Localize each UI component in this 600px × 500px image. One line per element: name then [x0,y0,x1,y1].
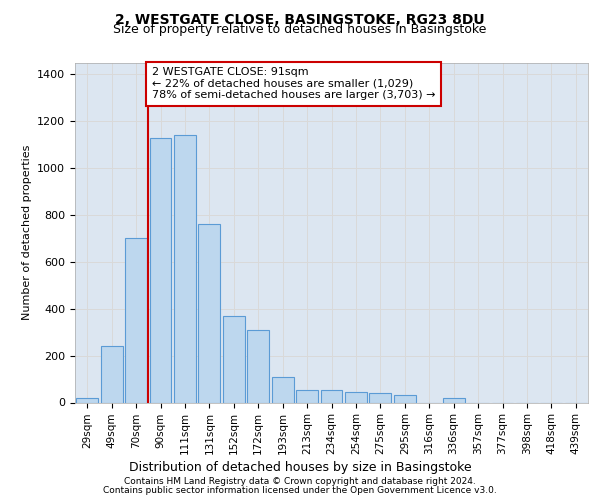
Bar [125,238,147,402]
Bar [370,393,391,402]
Bar [443,398,464,402]
Y-axis label: Number of detached properties: Number of detached properties [22,145,32,320]
Text: Contains HM Land Registry data © Crown copyright and database right 2024.: Contains HM Land Registry data © Crown c… [124,477,476,486]
Bar [199,224,220,402]
Bar [272,376,293,402]
Bar [394,396,416,402]
Bar [345,392,367,402]
Bar [296,390,318,402]
Bar [149,138,172,402]
Bar [247,330,269,402]
Text: Contains public sector information licensed under the Open Government Licence v3: Contains public sector information licen… [103,486,497,495]
Bar [101,346,122,403]
Bar [174,135,196,402]
Bar [320,390,343,402]
Text: Distribution of detached houses by size in Basingstoke: Distribution of detached houses by size … [128,461,472,474]
Bar [76,398,98,402]
Text: Size of property relative to detached houses in Basingstoke: Size of property relative to detached ho… [113,22,487,36]
Text: 2 WESTGATE CLOSE: 91sqm
← 22% of detached houses are smaller (1,029)
78% of semi: 2 WESTGATE CLOSE: 91sqm ← 22% of detache… [152,67,436,100]
Bar [223,316,245,402]
Text: 2, WESTGATE CLOSE, BASINGSTOKE, RG23 8DU: 2, WESTGATE CLOSE, BASINGSTOKE, RG23 8DU [115,12,485,26]
